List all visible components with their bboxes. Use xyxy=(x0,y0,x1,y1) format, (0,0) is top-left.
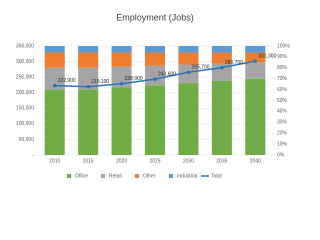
data-label: 301,300 xyxy=(258,53,276,59)
bar-segment xyxy=(44,89,65,155)
bar-segment xyxy=(211,52,232,64)
legend-swatch xyxy=(135,174,139,178)
bar-segment xyxy=(178,52,199,65)
legend-label: Total xyxy=(211,173,222,179)
total-point xyxy=(52,83,57,88)
legend-label: Office xyxy=(75,173,88,179)
data-label: 219,100 xyxy=(91,79,109,85)
y2-tick-label: 40% xyxy=(277,109,288,115)
y2-tick-label: 30% xyxy=(277,120,288,126)
x-tick-label: 2010 xyxy=(49,158,60,164)
y-tick-label: 250,000 xyxy=(16,74,34,80)
total-point xyxy=(186,70,191,75)
legend-label: Retail xyxy=(109,173,122,179)
bar-segment xyxy=(211,46,232,53)
y2-tick-label: 20% xyxy=(277,131,288,137)
x-tick-label: 2035 xyxy=(216,158,227,164)
bar-segment xyxy=(245,78,266,155)
bar-segment xyxy=(245,46,266,53)
total-point xyxy=(119,81,124,86)
y2-tick-label: 90% xyxy=(277,54,288,60)
x-tick-label: 2025 xyxy=(149,158,160,164)
bar-segment xyxy=(44,46,65,53)
data-label: 265,700 xyxy=(191,65,209,71)
bar-segment xyxy=(144,52,166,66)
bar-segment xyxy=(245,62,266,79)
bar-segment xyxy=(111,46,132,53)
y2-tick-label: 0% xyxy=(277,152,285,158)
y2-tick-label: 70% xyxy=(277,76,288,82)
data-label: 228,900 xyxy=(125,76,143,82)
bar-segment xyxy=(111,52,132,67)
bar-segment xyxy=(178,83,199,155)
y2-tick-label: 60% xyxy=(277,87,288,93)
bar-segment xyxy=(245,52,266,63)
total-point xyxy=(86,84,90,89)
legend-label: Other xyxy=(143,173,156,179)
bar-segment xyxy=(111,87,132,155)
x-tick-label: 2015 xyxy=(83,158,94,164)
y-tick-label: 300,000 xyxy=(16,59,34,65)
legend-swatch xyxy=(101,174,105,178)
y-tick-label: 100,000 xyxy=(16,121,34,127)
bar-segment xyxy=(44,52,65,68)
y-tick-label: - xyxy=(32,152,34,158)
y2-tick-label: 10% xyxy=(277,141,288,147)
bar-segment xyxy=(144,46,166,53)
bar-segment xyxy=(178,46,199,53)
y2-tick-label: 50% xyxy=(277,98,288,104)
data-label: 222,900 xyxy=(58,78,76,84)
y2-tick-label: 100% xyxy=(277,43,290,49)
x-tick-label: 2040 xyxy=(250,158,261,164)
data-label: 280,700 xyxy=(225,60,243,66)
bar-segment xyxy=(78,67,99,90)
legend-label: Industrial xyxy=(177,173,197,179)
y2-tick-label: 80% xyxy=(277,65,288,71)
bar-segment xyxy=(78,89,99,155)
chart-title: Employment (Jobs) xyxy=(116,12,194,22)
chart: Employment (Jobs) - 50,000 100,000 150,000 2… xyxy=(16,12,290,179)
bar-segment xyxy=(111,66,132,88)
y-tick-label: 50,000 xyxy=(19,137,35,143)
bar-segment xyxy=(78,52,99,68)
y-tick-label: 150,000 xyxy=(16,106,34,112)
y-tick-label: 350,000 xyxy=(16,43,34,49)
legend-swatch xyxy=(169,174,173,178)
bar-segment xyxy=(44,67,65,90)
x-tick-label: 2020 xyxy=(116,158,127,164)
bar-segment xyxy=(78,46,99,53)
bar-segment xyxy=(211,80,232,155)
data-label: 243,600 xyxy=(158,71,176,77)
total-point xyxy=(253,59,258,63)
bar-segment xyxy=(144,85,166,155)
y-tick-label: 200,000 xyxy=(16,90,34,96)
total-point xyxy=(220,65,224,70)
legend-swatch xyxy=(67,174,71,178)
total-point xyxy=(153,77,157,81)
x-tick-label: 2030 xyxy=(183,158,194,164)
